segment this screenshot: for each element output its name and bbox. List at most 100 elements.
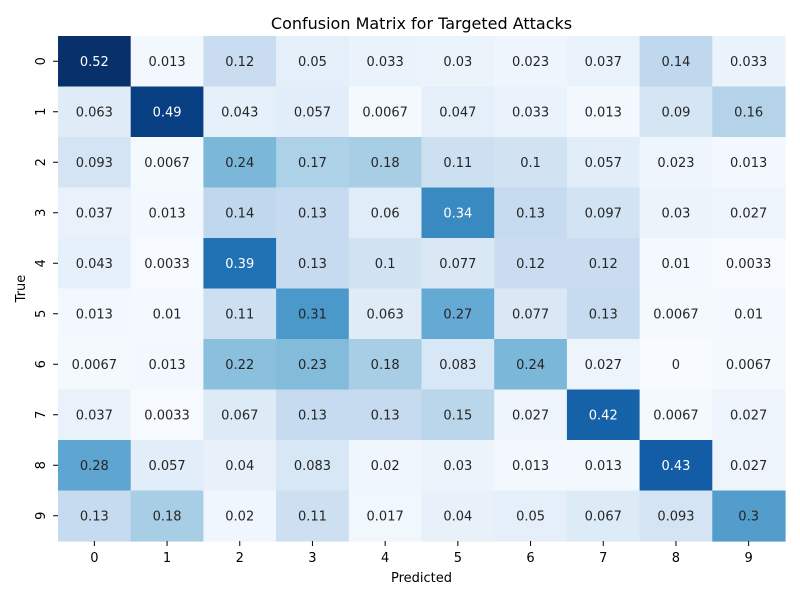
- y-axis-ticks: 0 1 2 3 4 5 6 7 8 9: [34, 57, 58, 520]
- cell-value-label-9-7: 0.067: [585, 509, 622, 524]
- x-tick-label-5: 5: [454, 551, 462, 566]
- cell-value-label-4-8: 0.01: [661, 257, 690, 272]
- cell-value-label-2-8: 0.023: [657, 156, 694, 171]
- heatmap-cell-7-6: [494, 389, 568, 441]
- cell-value-label-4-5: 0.077: [439, 257, 476, 272]
- heatmap-cell-7-7: [566, 389, 641, 441]
- heatmap-cell-0-2: [203, 36, 277, 88]
- cell-value-label-1-6: 0.033: [512, 105, 549, 120]
- heatmap-cell-3-5: [421, 187, 495, 239]
- cell-value-label-8-5: 0.03: [443, 459, 472, 474]
- cell-value-label-0-4: 0.033: [367, 55, 404, 70]
- cell-value-label-7-2: 0.067: [221, 408, 258, 423]
- heatmap-cell-6-2: [203, 339, 277, 391]
- heatmap-cell-0-8: [639, 36, 713, 88]
- heatmap-cell-1-0: [58, 86, 132, 138]
- heatmap-cell-2-5: [421, 137, 495, 189]
- cell-value-label-0-7: 0.037: [585, 55, 622, 70]
- heatmap-cell-4-8: [639, 238, 713, 290]
- heatmap-cell-6-6: [494, 339, 568, 391]
- cell-value-label-5-1: 0.01: [153, 307, 182, 322]
- heatmap-cell-6-4: [348, 339, 423, 391]
- heatmap-cell-2-3: [276, 137, 350, 189]
- cell-value-label-2-7: 0.057: [585, 156, 622, 171]
- y-axis-label: True: [14, 275, 29, 304]
- cell-value-label-4-6: 0.12: [516, 257, 545, 272]
- heatmap-cell-4-0: [58, 238, 132, 290]
- heatmap-cell-9-3: [276, 490, 350, 542]
- cell-value-label-2-5: 0.11: [443, 156, 472, 171]
- heatmap-cell-8-8: [639, 440, 713, 492]
- heatmap-cell-3-4: [348, 187, 423, 239]
- x-tick-label-8: 8: [672, 551, 680, 566]
- heatmap-cell-1-6: [494, 86, 568, 138]
- cell-value-label-8-9: 0.027: [730, 459, 767, 474]
- heatmap-cell-8-9: [712, 440, 786, 492]
- cell-value-label-1-5: 0.047: [439, 105, 476, 120]
- heatmap-cell-6-0: [58, 339, 132, 391]
- heatmap-cell-1-9: [712, 86, 786, 138]
- cell-value-label-5-3: 0.31: [298, 307, 327, 322]
- cell-value-label-3-8: 0.03: [661, 206, 690, 221]
- cell-value-label-1-8: 0.09: [661, 105, 690, 120]
- cell-value-label-5-5: 0.27: [443, 307, 472, 322]
- cell-value-label-6-0: 0.0067: [72, 358, 118, 373]
- cell-value-label-4-2: 0.39: [225, 257, 254, 272]
- heatmap-cell-9-0: [58, 490, 132, 542]
- heatmap-cell-3-7: [566, 187, 641, 239]
- cell-value-label-2-3: 0.17: [298, 156, 327, 171]
- cell-value-label-1-1: 0.49: [153, 105, 182, 120]
- heatmap-cell-9-1: [130, 490, 204, 542]
- cell-value-label-1-3: 0.057: [294, 105, 331, 120]
- x-tick-label-0: 0: [90, 551, 98, 566]
- heatmap-cell-7-9: [712, 389, 786, 441]
- x-tick-label-2: 2: [236, 551, 244, 566]
- cell-value-label-7-1: 0.0033: [144, 408, 190, 423]
- cell-value-label-3-0: 0.037: [76, 206, 113, 221]
- heatmap-cell-1-7: [566, 86, 641, 138]
- cell-value-label-6-4: 0.18: [371, 358, 400, 373]
- heatmap-cell-8-5: [421, 440, 495, 492]
- heatmap-cell-8-4: [348, 440, 423, 492]
- y-tick-label-9: 9: [34, 512, 49, 520]
- heatmap-cell-8-6: [494, 440, 568, 492]
- cell-value-label-4-9: 0.0033: [726, 257, 772, 272]
- heatmap-cell-9-9: [712, 490, 786, 542]
- heatmap-cell-0-4: [348, 36, 423, 88]
- cell-value-label-8-4: 0.02: [371, 459, 400, 474]
- heatmap-cell-3-2: [203, 187, 277, 239]
- y-tick-label-4: 4: [34, 259, 49, 267]
- heatmap-cell-5-9: [712, 288, 786, 340]
- heatmap-cell-2-6: [494, 137, 568, 189]
- cell-value-label-5-6: 0.077: [512, 307, 549, 322]
- heatmap-cell-7-5: [421, 389, 495, 441]
- cell-value-label-3-1: 0.013: [148, 206, 185, 221]
- heatmap-cell-7-3: [276, 389, 350, 441]
- cell-value-label-3-7: 0.097: [585, 206, 622, 221]
- heatmap-cell-3-3: [276, 187, 350, 239]
- cell-value-label-0-2: 0.12: [225, 55, 254, 70]
- x-tick-label-4: 4: [381, 551, 389, 566]
- x-tick-label-7: 7: [599, 551, 607, 566]
- heatmap-cell-4-7: [566, 238, 641, 290]
- cell-value-label-9-4: 0.017: [367, 509, 404, 524]
- heatmap-cells: 0.52 0.013 0.12 0.05 0.033 0.03 0.023 0.037 0.14…: [58, 36, 786, 542]
- cell-value-label-4-4: 0.1: [375, 257, 396, 272]
- cell-value-label-5-4: 0.063: [367, 307, 404, 322]
- heatmap-cell-6-5: [421, 339, 495, 391]
- heatmap-cell-5-8: [639, 288, 713, 340]
- cell-value-label-3-6: 0.13: [516, 206, 545, 221]
- y-tick-label-7: 7: [34, 411, 49, 419]
- heatmap-cell-2-1: [130, 137, 204, 189]
- cell-value-label-4-7: 0.12: [589, 257, 618, 272]
- cell-value-label-9-9: 0.3: [738, 509, 759, 524]
- cell-value-label-9-2: 0.02: [225, 509, 254, 524]
- heatmap-cell-4-2: [203, 238, 277, 290]
- cell-value-label-0-8: 0.14: [661, 55, 690, 70]
- cell-value-label-0-5: 0.03: [443, 55, 472, 70]
- cell-value-label-7-5: 0.15: [443, 408, 472, 423]
- cell-value-label-6-7: 0.027: [585, 358, 622, 373]
- cell-value-label-1-7: 0.013: [585, 105, 622, 120]
- heatmap-cell-9-4: [348, 490, 423, 542]
- heatmap-cell-9-7: [566, 490, 641, 542]
